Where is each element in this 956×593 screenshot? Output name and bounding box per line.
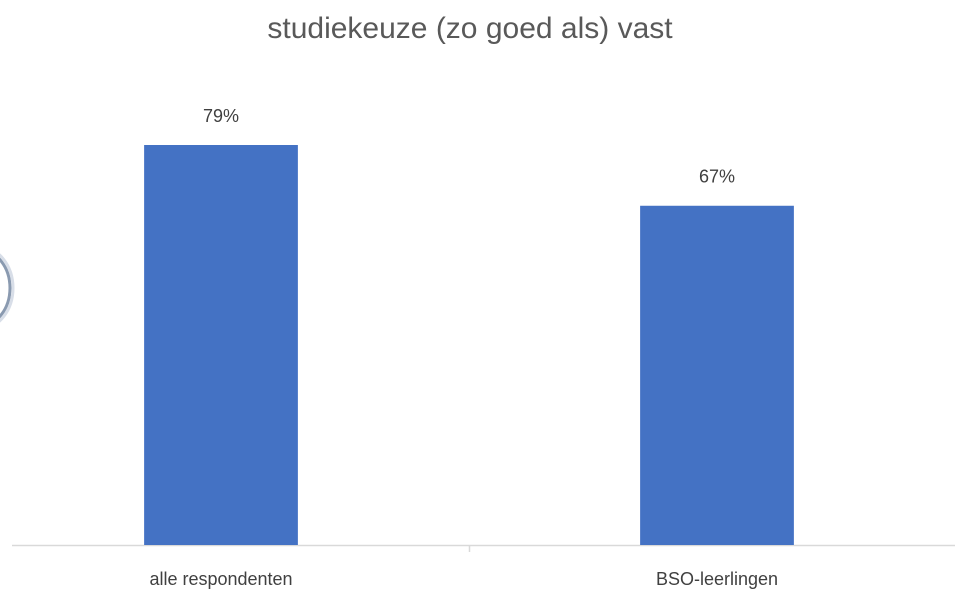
data-label: 79% <box>203 106 239 126</box>
data-label: 67% <box>699 167 735 187</box>
x-tick-label: BSO-leerlingen <box>656 569 778 589</box>
bar <box>144 145 298 545</box>
x-tick-label: alle respondenten <box>149 569 292 589</box>
chart-title: studiekeuze (zo goed als) vast <box>267 12 673 45</box>
edge-widget-glow <box>0 253 15 323</box>
edge-widget <box>0 257 12 319</box>
bar <box>640 205 794 545</box>
